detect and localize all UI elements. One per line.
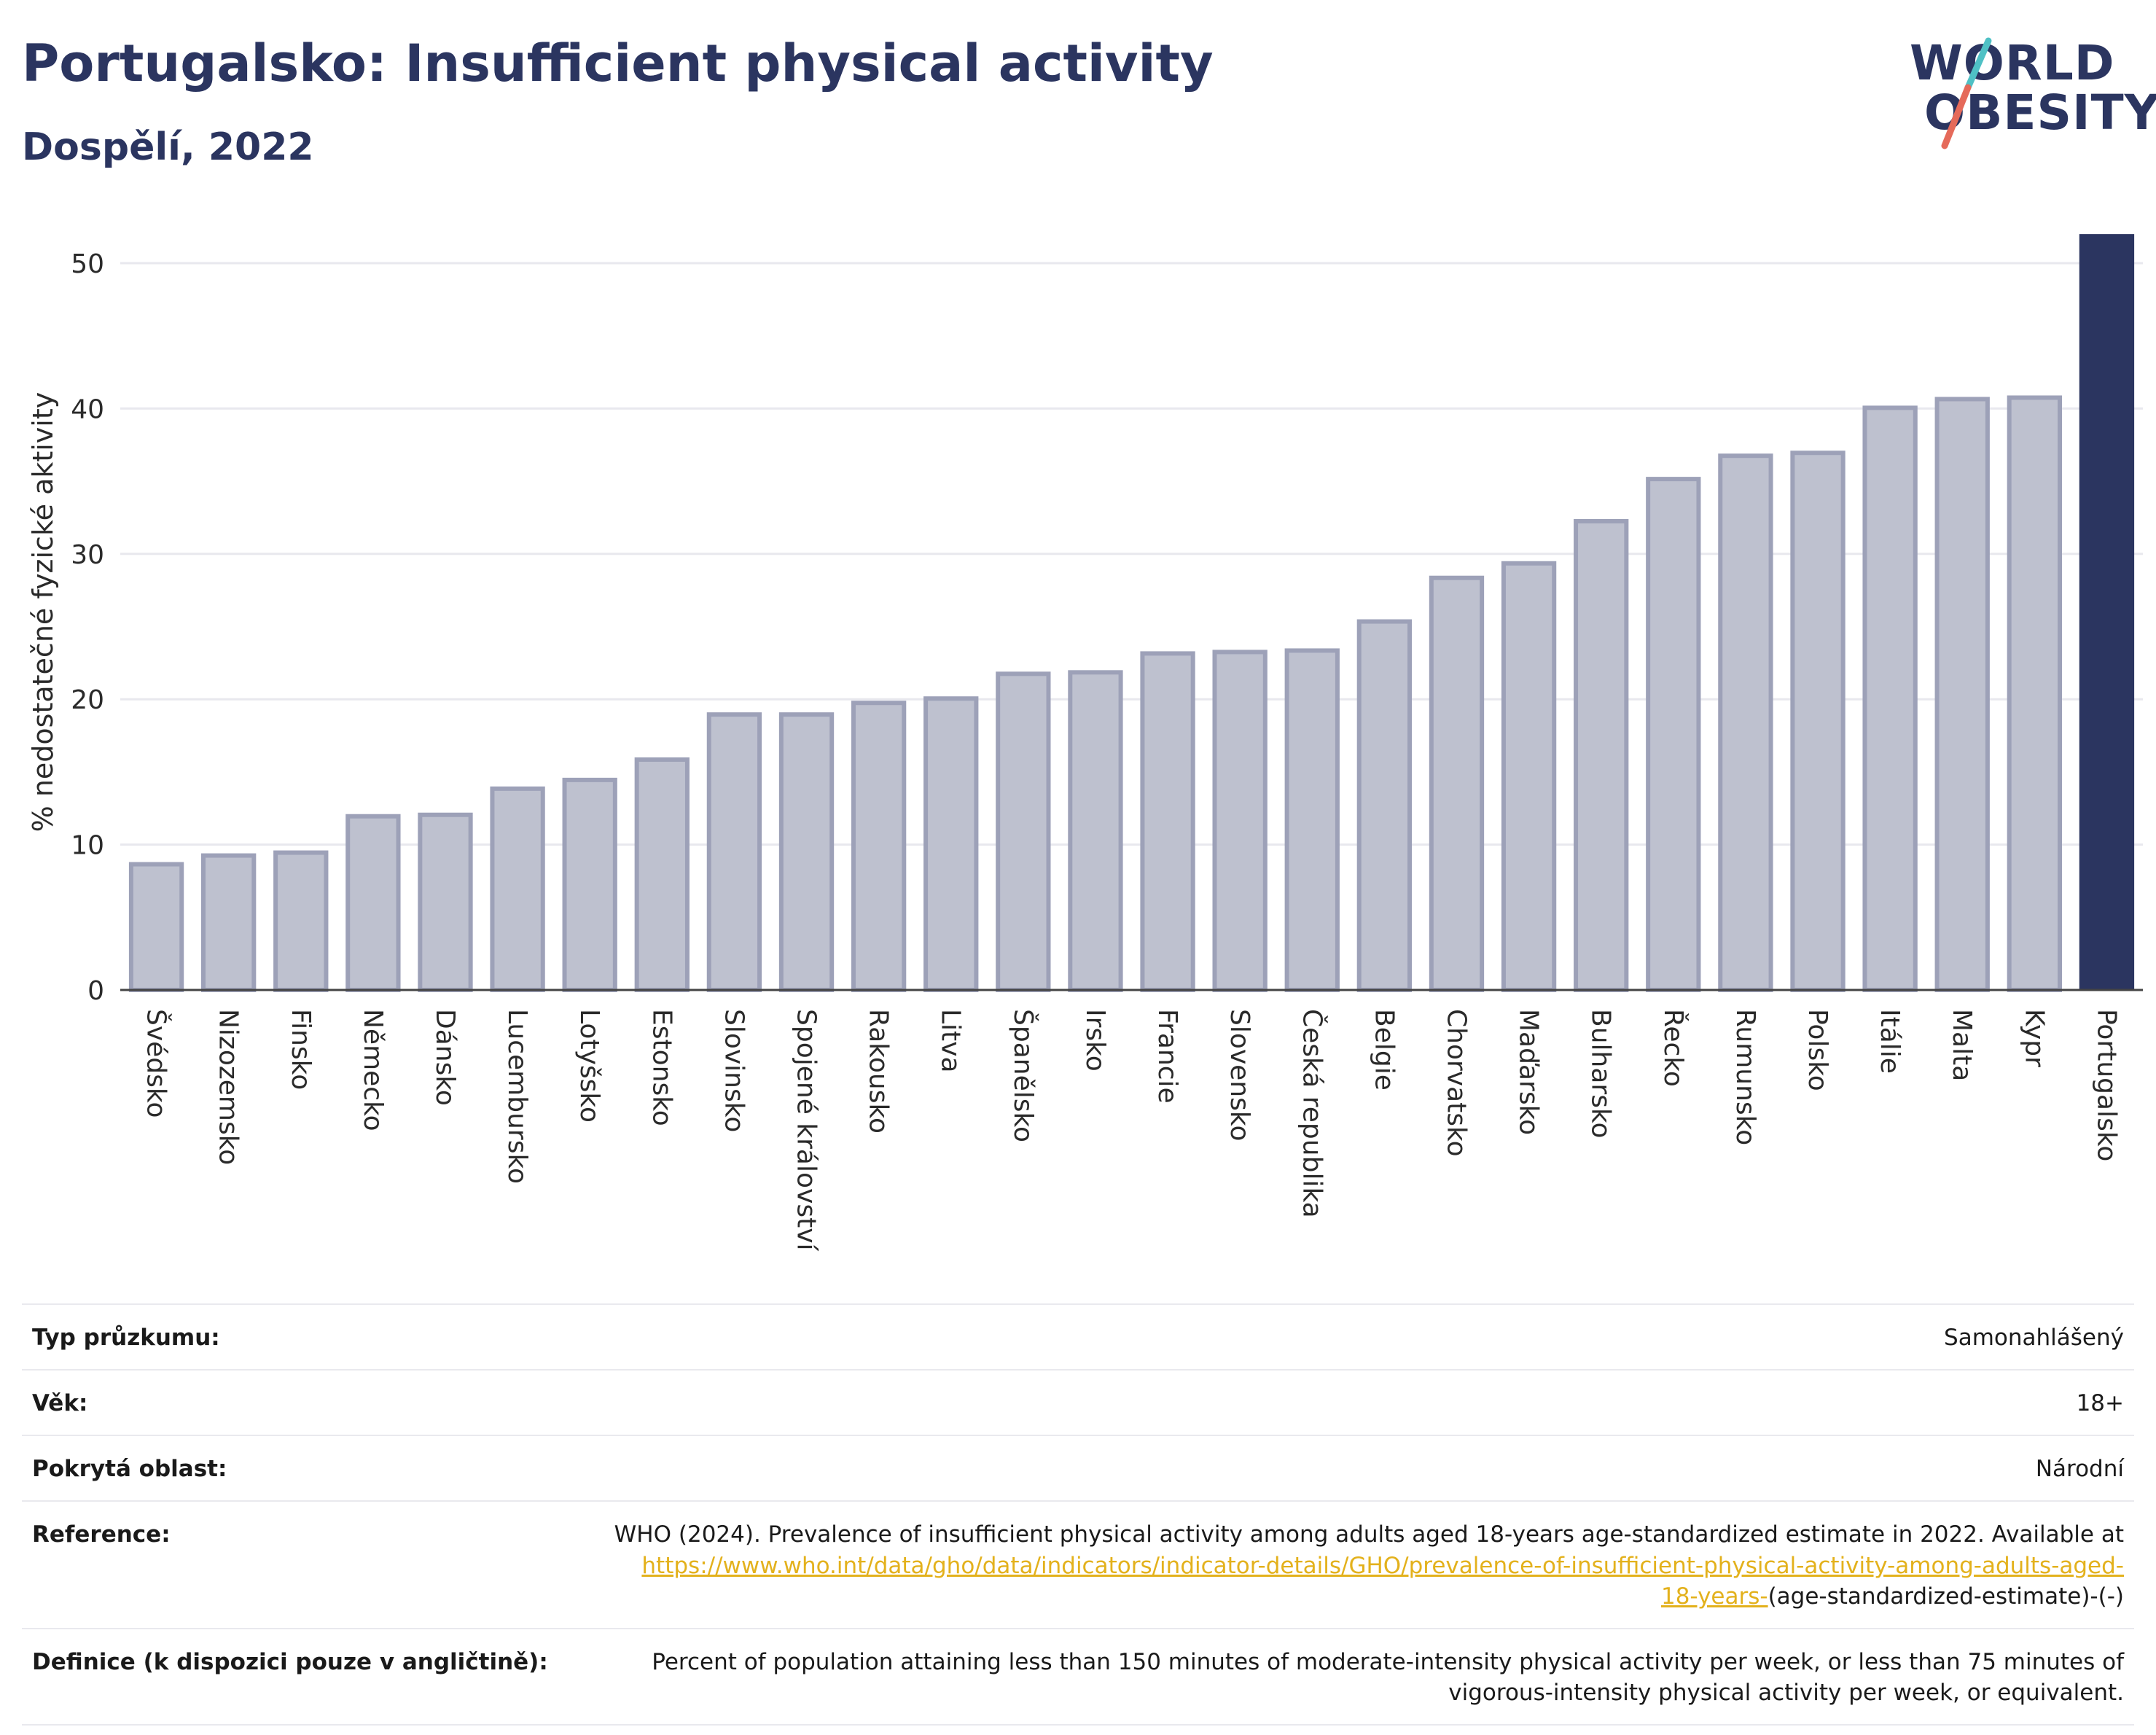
- reference-link[interactable]: https://www.who.int/data/gho/data/indica…: [641, 1552, 2124, 1610]
- chart-subtitle: Dospělí, 2022: [22, 125, 314, 169]
- age-value: 18+: [2076, 1390, 2124, 1417]
- y-axis-label: % nedostatečné fyzické aktivity: [27, 392, 59, 833]
- x-tick-label: Irsko: [1080, 1009, 1110, 1072]
- bar: [2079, 234, 2135, 990]
- bar: [1212, 650, 1268, 992]
- x-tick-label: Litva: [936, 1009, 966, 1073]
- bar: [345, 814, 401, 993]
- bar: [418, 812, 473, 992]
- x-tick-label: Slovinsko: [719, 1009, 749, 1132]
- x-tick-label: Lotyšsko: [574, 1009, 604, 1123]
- bar: [1284, 648, 1340, 992]
- logo-text-line1: WORLD: [1910, 35, 2115, 91]
- bar: [1862, 405, 1918, 992]
- x-tick-label: Rumunsko: [1730, 1009, 1760, 1145]
- y-tick-label: 30: [71, 540, 104, 570]
- x-tick-label: Polsko: [1802, 1009, 1832, 1091]
- x-tick-label: Finsko: [286, 1009, 316, 1090]
- bar: [1068, 670, 1123, 992]
- x-tick-label: Bulharsko: [1586, 1009, 1616, 1139]
- x-tick-label: Lucembursko: [502, 1009, 532, 1184]
- x-tick-label: Portugalsko: [2091, 1009, 2121, 1161]
- bar: [273, 850, 329, 992]
- info-table: Typ průzkumu: Samonahlášený Věk: 18+ Pok…: [22, 1303, 2134, 1726]
- bar: [778, 712, 835, 992]
- info-row-reference: Reference: WHO (2024). Prevalence of ins…: [22, 1501, 2134, 1628]
- bar: [1140, 651, 1195, 992]
- x-tick-label: Maďarsko: [1514, 1009, 1544, 1135]
- info-row-definition: Definice (k dispozici pouze v angličtině…: [22, 1628, 2134, 1726]
- coverage-label: Pokrytá oblast:: [32, 1456, 227, 1483]
- x-tick-label: Nizozemsko: [214, 1009, 243, 1165]
- survey-type-value: Samonahlášený: [1944, 1325, 2124, 1351]
- bar: [1718, 453, 1773, 992]
- x-tick-label: Estonsko: [647, 1009, 676, 1126]
- bar: [1934, 397, 1990, 992]
- x-tick-label: Kypr: [2019, 1009, 2049, 1067]
- bar: [1501, 561, 1557, 992]
- bar: [851, 701, 907, 992]
- y-tick-label: 20: [71, 685, 104, 715]
- bar: [706, 712, 762, 992]
- x-tick-label: Slovensko: [1225, 1009, 1254, 1142]
- bar: [562, 777, 617, 992]
- x-tick-label: Rakousko: [864, 1009, 894, 1134]
- x-tick-label: Itálie: [1875, 1009, 1905, 1074]
- bar: [490, 786, 545, 993]
- x-tick-label: Švédsko: [141, 1009, 172, 1118]
- x-tick-label: Chorvatsko: [1441, 1009, 1471, 1157]
- bar: [1356, 619, 1413, 993]
- bar: [2007, 395, 2062, 993]
- survey-type-label: Typ průzkumu:: [32, 1325, 220, 1351]
- y-tick-label: 10: [71, 831, 104, 861]
- bar: [1429, 575, 1485, 992]
- x-tick-label: Belgie: [1369, 1009, 1399, 1091]
- logo-slash-icon: [1941, 37, 1992, 149]
- bar: [1574, 518, 1629, 993]
- y-tick-label: 40: [71, 394, 104, 424]
- x-tick-label: Španělsko: [1008, 1009, 1039, 1142]
- info-row-coverage: Pokrytá oblast: Národní: [22, 1435, 2134, 1501]
- y-tick-label: 0: [87, 976, 104, 1006]
- age-label: Věk:: [32, 1390, 88, 1417]
- bar: [1646, 477, 1701, 993]
- bar-chart: 0 10 20 30 40 50 % nedostatečné fyzické aktivi…: [27, 234, 2143, 1252]
- info-row-survey-type: Typ průzkumu: Samonahlášený: [22, 1304, 2134, 1370]
- x-tick-label: Malta: [1947, 1009, 1977, 1081]
- reference-label: Reference:: [32, 1521, 171, 1548]
- reference-text-after: (age-standardized-estimate)-(-): [1768, 1583, 2124, 1610]
- bar: [1790, 451, 1846, 992]
- world-obesity-logo: WORLD OBESITY: [1902, 22, 2156, 153]
- reference-value: WHO (2024). Prevalence of insufficient p…: [596, 1501, 2134, 1628]
- bar: [634, 757, 690, 993]
- definition-label: Definice (k dispozici pouze v angličtině…: [32, 1648, 548, 1675]
- info-row-age: Věk: 18+: [22, 1370, 2134, 1435]
- definition-value: Percent of population attaining less tha…: [652, 1648, 2124, 1707]
- coverage-value: Národní: [2035, 1456, 2124, 1483]
- bar: [923, 696, 979, 992]
- chart-title: Portugalsko: Insufficient physical activ…: [22, 34, 1214, 93]
- x-tick-label: Francie: [1152, 1009, 1182, 1104]
- y-tick-label: 50: [71, 249, 104, 279]
- x-tick-label: Dánsko: [430, 1009, 460, 1106]
- x-tick-label: Německo: [358, 1009, 388, 1131]
- bar: [996, 671, 1051, 993]
- bar: [201, 853, 257, 993]
- reference-text: WHO (2024). Prevalence of insufficient p…: [614, 1521, 2124, 1548]
- x-tick-label: Česká republika: [1297, 1009, 1327, 1218]
- x-tick-label: Spojené království: [792, 1009, 821, 1252]
- bar: [128, 862, 184, 993]
- x-tick-label: Řecko: [1658, 1009, 1689, 1087]
